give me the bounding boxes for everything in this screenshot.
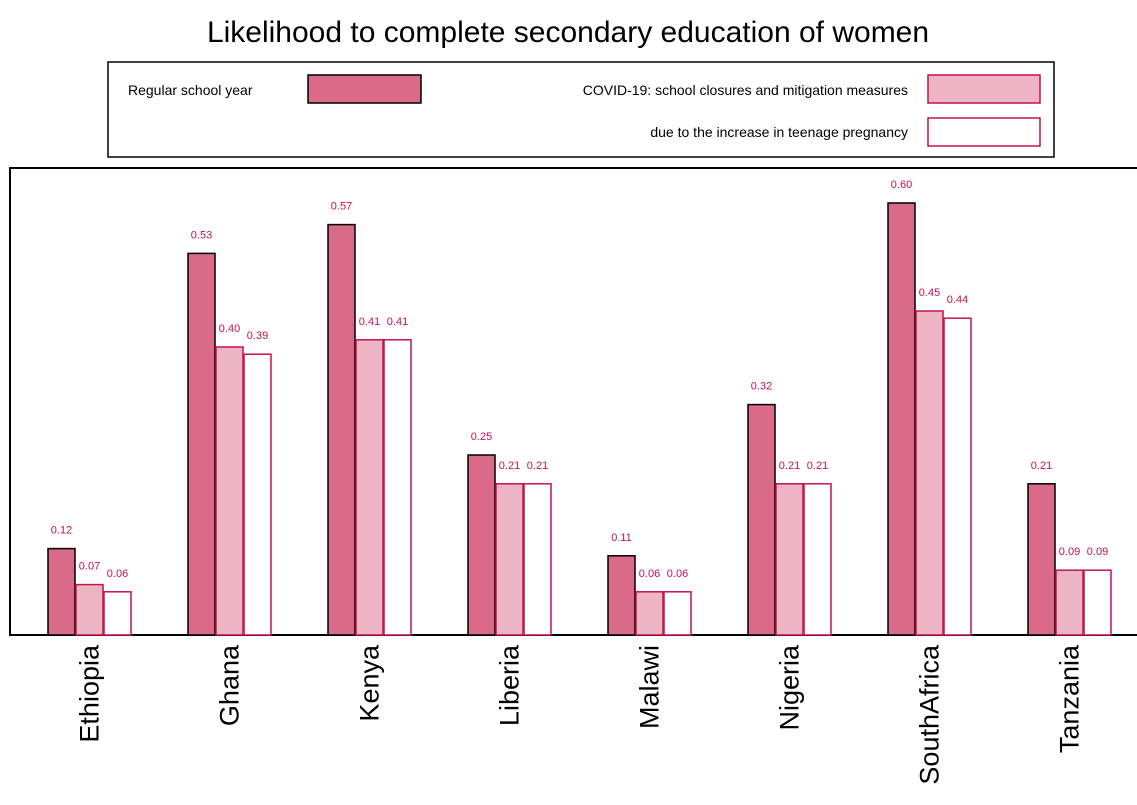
bar-kenya-series-1 (328, 225, 355, 635)
bar-liberia-series-1 (468, 455, 495, 635)
data-label-ethiopia-series-1: 0.12 (51, 525, 72, 537)
data-label-southafrica-series-1: 0.60 (891, 179, 912, 191)
legend-swatch-regular (308, 75, 421, 103)
bar-tanzania-series-2 (1056, 570, 1083, 635)
bar-ethiopia-series-3 (104, 592, 131, 635)
data-label-nigeria-series-3: 0.21 (807, 460, 828, 472)
x-tick-label-southafrica: SouthAfrica (915, 644, 945, 785)
legend-label-pregnancy: due to the increase in teenage pregnancy (650, 124, 908, 140)
bar-ethiopia-series-1 (48, 549, 75, 635)
bar-liberia-series-3 (524, 484, 551, 635)
x-tick-label-nigeria: Nigeria (775, 644, 805, 731)
data-label-kenya-series-3: 0.41 (387, 316, 408, 328)
legend-box (108, 62, 1054, 157)
data-label-malawi-series-2: 0.06 (639, 568, 660, 580)
data-label-ethiopia-series-2: 0.07 (79, 561, 100, 573)
data-label-ethiopia-series-3: 0.06 (107, 568, 128, 580)
bar-ethiopia-series-2 (76, 585, 103, 635)
data-label-malawi-series-1: 0.11 (611, 532, 632, 544)
data-label-ghana-series-2: 0.40 (219, 323, 240, 335)
x-tick-label-ethiopia: Ethiopia (75, 644, 105, 743)
bar-malawi-series-2 (636, 592, 663, 635)
bar-liberia-series-2 (496, 484, 523, 635)
bars (48, 203, 1111, 635)
legend-label-covid: COVID-19: school closures and mitigation… (583, 82, 908, 98)
data-label-liberia-series-1: 0.25 (471, 431, 492, 443)
bar-ghana-series-1 (188, 253, 215, 635)
data-label-ghana-series-1: 0.53 (191, 229, 212, 241)
data-label-tanzania-series-1: 0.21 (1031, 460, 1052, 472)
x-tick-label-malawi: Malawi (635, 645, 665, 729)
data-label-malawi-series-3: 0.06 (667, 568, 688, 580)
x-axis-tick-labels: Ethiopia Ghana Kenya Liberia Malawi Nigeria So… (75, 644, 1085, 785)
legend-swatch-covid (928, 75, 1040, 103)
bar-kenya-series-2 (356, 340, 383, 635)
bar-kenya-series-3 (384, 340, 411, 635)
x-tick-label-tanzania: Tanzania (1055, 644, 1085, 753)
data-label-ghana-series-3: 0.39 (247, 330, 268, 342)
bar-nigeria-series-3 (804, 484, 831, 635)
bar-southafrica-series-3 (944, 318, 971, 635)
bar-ghana-series-3 (244, 354, 271, 635)
legend: Regular school year COVID-19: school clo… (108, 62, 1054, 157)
data-label-liberia-series-3: 0.21 (527, 460, 548, 472)
data-label-nigeria-series-1: 0.32 (751, 381, 772, 393)
data-label-tanzania-series-2: 0.09 (1059, 546, 1080, 558)
bar-nigeria-series-2 (776, 484, 803, 635)
data-label-southafrica-series-2: 0.45 (919, 287, 940, 299)
bar-ghana-series-2 (216, 347, 243, 635)
data-label-nigeria-series-2: 0.21 (779, 460, 800, 472)
bar-southafrica-series-2 (916, 311, 943, 635)
data-label-kenya-series-1: 0.57 (331, 201, 352, 213)
legend-label-regular: Regular school year (128, 82, 253, 98)
x-tick-label-liberia: Liberia (495, 644, 525, 726)
data-label-liberia-series-2: 0.21 (499, 460, 520, 472)
data-label-southafrica-series-3: 0.44 (947, 294, 968, 306)
bar-tanzania-series-3 (1084, 570, 1111, 635)
data-label-tanzania-series-3: 0.09 (1087, 546, 1108, 558)
bar-tanzania-series-1 (1028, 484, 1055, 635)
legend-swatch-pregnancy (928, 118, 1040, 146)
bar-nigeria-series-1 (748, 405, 775, 635)
bar-southafrica-series-1 (888, 203, 915, 635)
x-tick-label-ghana: Ghana (215, 644, 245, 726)
bar-malawi-series-3 (664, 592, 691, 635)
x-tick-label-kenya: Kenya (355, 644, 385, 722)
bar-malawi-series-1 (608, 556, 635, 635)
data-label-kenya-series-2: 0.41 (359, 316, 380, 328)
chart-title: Likelihood to complete secondary educati… (207, 16, 929, 49)
